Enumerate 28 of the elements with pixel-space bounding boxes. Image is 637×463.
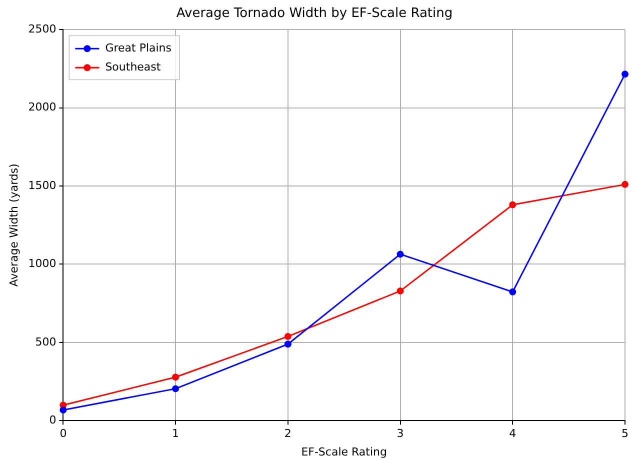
x-tick-label: 2 [284, 427, 292, 440]
point [284, 332, 292, 340]
x-tick-label: 5 [622, 427, 628, 440]
chart-title: Average Tornado Width by EF-Scale Rating [176, 6, 453, 22]
x-tick-label: 4 [509, 427, 516, 440]
y-tick-label: 1500 [28, 178, 56, 192]
legend-label: Great Plains [105, 41, 172, 54]
point [509, 288, 516, 296]
point [396, 287, 404, 294]
x-axis-title: EF-Scale Rating [301, 445, 388, 458]
x-tick-label: 3 [396, 427, 404, 440]
y-axis-title: Average Width (yards) [7, 164, 20, 287]
point [172, 385, 180, 392]
legend-label: Southeast [105, 60, 162, 74]
y-tick-label: 0 [49, 413, 56, 426]
point [60, 406, 67, 414]
point [396, 250, 404, 258]
point [622, 180, 628, 188]
point [172, 374, 180, 381]
x-tick-label: 1 [172, 427, 180, 440]
point [622, 70, 628, 78]
y-tick-label: 2500 [28, 22, 56, 36]
y-tick-label: 2000 [28, 100, 56, 114]
point [509, 201, 516, 208]
point [284, 340, 292, 348]
y-tick-label: 500 [35, 335, 56, 348]
x-tick-label: 0 [60, 427, 67, 440]
y-tick-label: 1000 [28, 257, 56, 270]
